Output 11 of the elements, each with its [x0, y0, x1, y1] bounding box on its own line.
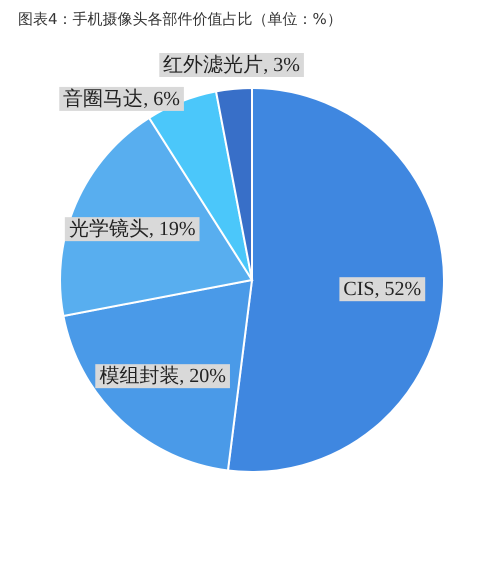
data-label: , 6%: [143, 88, 180, 110]
data-label: , 20%: [179, 365, 226, 388]
slice-label: CIS: [343, 278, 375, 300]
data-label: , 19%: [148, 218, 196, 240]
data-label: , 3%: [263, 54, 300, 76]
slice-label: 光学镜头: [68, 218, 149, 240]
slice-label: 音圈马达: [63, 88, 144, 110]
slice-label: 模组封装: [99, 365, 180, 388]
chart-title: 图表4：手机摄像头各部件价值占比（单位：%）: [18, 10, 342, 28]
data-label: , 52%: [374, 278, 422, 300]
slice-label: 红外滤光片: [163, 54, 264, 76]
